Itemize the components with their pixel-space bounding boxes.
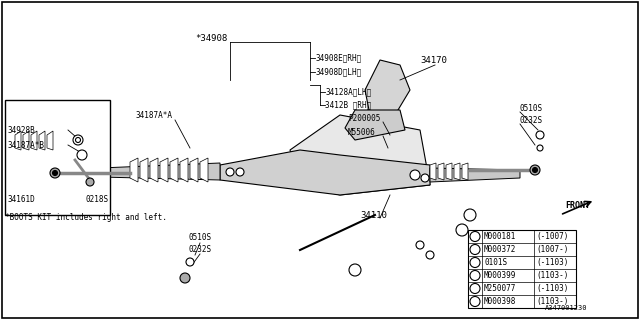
Circle shape: [532, 167, 538, 172]
Text: 34128A〈LH〉: 34128A〈LH〉: [325, 87, 371, 97]
Circle shape: [470, 297, 480, 307]
Circle shape: [456, 224, 468, 236]
Text: (1103-): (1103-): [536, 271, 568, 280]
Polygon shape: [438, 163, 444, 180]
Text: M000398: M000398: [484, 297, 516, 306]
Polygon shape: [365, 60, 410, 115]
Text: (-1103): (-1103): [536, 258, 568, 267]
Polygon shape: [150, 158, 158, 182]
Circle shape: [470, 258, 480, 268]
Circle shape: [180, 273, 190, 283]
Circle shape: [52, 171, 58, 175]
Polygon shape: [47, 131, 53, 150]
Text: 1: 1: [473, 234, 477, 239]
Circle shape: [86, 178, 94, 186]
Text: (1007-): (1007-): [536, 245, 568, 254]
Polygon shape: [15, 131, 21, 150]
Polygon shape: [290, 115, 430, 195]
Circle shape: [426, 251, 434, 259]
Bar: [5, 100, 110, 215]
Circle shape: [470, 270, 480, 281]
Circle shape: [226, 168, 234, 176]
Circle shape: [470, 244, 480, 254]
Circle shape: [536, 131, 544, 139]
Polygon shape: [446, 163, 452, 180]
Text: 1: 1: [468, 212, 472, 218]
Text: 34908E〈RH〉: 34908E〈RH〉: [315, 53, 361, 62]
Text: 34170: 34170: [420, 55, 447, 65]
Bar: [468, 230, 576, 308]
Circle shape: [77, 150, 87, 160]
Circle shape: [530, 165, 540, 175]
Circle shape: [421, 174, 429, 182]
Circle shape: [73, 135, 83, 145]
Circle shape: [470, 231, 480, 242]
Text: 34161D: 34161D: [7, 196, 35, 204]
Circle shape: [416, 241, 424, 249]
Text: 0101S: 0101S: [484, 258, 507, 267]
Polygon shape: [190, 158, 198, 182]
Text: M000181: M000181: [484, 232, 516, 241]
Text: 0510S: 0510S: [520, 103, 543, 113]
Text: M55006: M55006: [348, 127, 376, 137]
Polygon shape: [100, 163, 220, 180]
Text: A347001230: A347001230: [545, 305, 588, 311]
Text: (-1007): (-1007): [536, 232, 568, 241]
Polygon shape: [430, 168, 520, 182]
Circle shape: [470, 284, 480, 293]
Circle shape: [349, 264, 361, 276]
Text: 0232S: 0232S: [188, 245, 211, 254]
Text: P200005: P200005: [348, 114, 380, 123]
Text: M000399: M000399: [484, 271, 516, 280]
Text: FRONT: FRONT: [565, 201, 590, 210]
Text: 2: 2: [473, 273, 477, 278]
Polygon shape: [170, 158, 178, 182]
Text: 3: 3: [473, 285, 477, 292]
Polygon shape: [160, 158, 168, 182]
Circle shape: [236, 168, 244, 176]
Polygon shape: [462, 163, 468, 180]
Polygon shape: [140, 158, 148, 182]
Text: 3: 3: [473, 299, 477, 305]
Text: 34928B: 34928B: [7, 125, 35, 134]
Polygon shape: [31, 131, 37, 150]
Polygon shape: [430, 163, 436, 180]
Polygon shape: [220, 150, 430, 195]
Text: 0510S: 0510S: [188, 234, 211, 243]
Circle shape: [537, 145, 543, 151]
Text: 0232S: 0232S: [520, 116, 543, 124]
Circle shape: [50, 168, 60, 178]
Polygon shape: [454, 163, 460, 180]
Text: 34908D〈LH〉: 34908D〈LH〉: [315, 68, 361, 76]
Text: 2: 2: [460, 227, 464, 233]
Text: 0218S: 0218S: [85, 196, 108, 204]
Polygon shape: [180, 158, 188, 182]
Text: 2: 2: [473, 260, 477, 266]
Circle shape: [186, 258, 194, 266]
Text: 34187A*B: 34187A*B: [7, 140, 44, 149]
Circle shape: [464, 209, 476, 221]
Text: *34908: *34908: [195, 34, 227, 43]
Text: M000372: M000372: [484, 245, 516, 254]
Text: (-1103): (-1103): [536, 284, 568, 293]
Polygon shape: [200, 158, 208, 182]
Polygon shape: [130, 158, 138, 182]
Text: *BOOTS KIT includes right and left.: *BOOTS KIT includes right and left.: [5, 213, 167, 222]
Text: 3412B 〈RH〉: 3412B 〈RH〉: [325, 100, 371, 109]
Text: (1103-): (1103-): [536, 297, 568, 306]
Polygon shape: [23, 131, 29, 150]
Text: 34187A*A: 34187A*A: [135, 110, 172, 119]
Circle shape: [410, 170, 420, 180]
Text: M250077: M250077: [484, 284, 516, 293]
Polygon shape: [345, 110, 405, 140]
Text: 34110: 34110: [360, 211, 387, 220]
Text: 1: 1: [473, 246, 477, 252]
Circle shape: [76, 138, 81, 142]
Polygon shape: [39, 131, 45, 150]
Text: 3: 3: [353, 267, 357, 273]
